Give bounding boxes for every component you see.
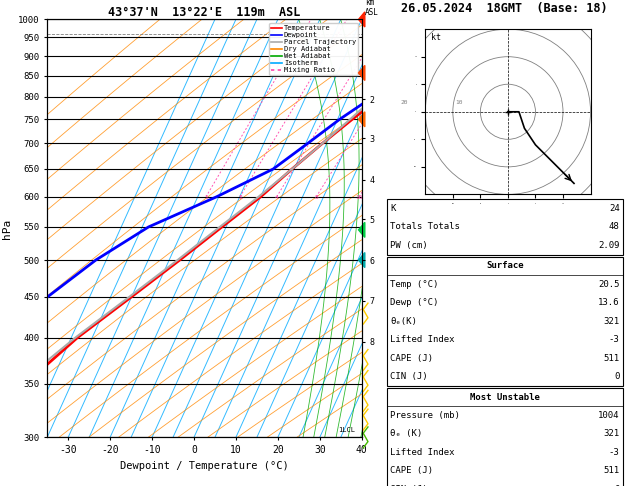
Text: Lifted Index: Lifted Index	[390, 335, 455, 344]
Text: Totals Totals: Totals Totals	[390, 223, 460, 231]
Text: 1004: 1004	[598, 411, 620, 420]
Text: Surface: Surface	[486, 261, 523, 270]
Text: 24: 24	[609, 204, 620, 213]
Text: -3: -3	[609, 335, 620, 344]
Text: Temp (°C): Temp (°C)	[390, 280, 438, 289]
Polygon shape	[359, 112, 365, 127]
Text: 48: 48	[609, 223, 620, 231]
Text: 2: 2	[238, 195, 242, 200]
Polygon shape	[359, 222, 365, 237]
Polygon shape	[359, 253, 365, 268]
Polygon shape	[359, 12, 365, 27]
Legend: Temperature, Dewpoint, Parcel Trajectory, Dry Adiabat, Wet Adiabat, Isotherm, Mi: Temperature, Dewpoint, Parcel Trajectory…	[269, 23, 358, 75]
X-axis label: Dewpoint / Temperature (°C): Dewpoint / Temperature (°C)	[120, 461, 289, 470]
Text: Lifted Index: Lifted Index	[390, 448, 455, 457]
Text: θₑ(K): θₑ(K)	[390, 317, 417, 326]
Text: 4: 4	[275, 195, 279, 200]
Text: -3: -3	[609, 448, 620, 457]
Y-axis label: hPa: hPa	[3, 218, 13, 239]
Text: km
ASL: km ASL	[365, 0, 379, 17]
Text: 16: 16	[355, 195, 363, 200]
Title: 43°37'N  13°22'E  119m  ASL: 43°37'N 13°22'E 119m ASL	[108, 6, 301, 19]
Text: 26.05.2024  18GMT  (Base: 18): 26.05.2024 18GMT (Base: 18)	[401, 1, 608, 15]
Text: 321: 321	[603, 430, 620, 438]
Text: 20.5: 20.5	[598, 280, 620, 289]
Polygon shape	[359, 66, 365, 81]
Text: kt: kt	[431, 33, 441, 42]
Text: 13.6: 13.6	[598, 298, 620, 307]
Text: 0: 0	[614, 485, 620, 486]
Text: PW (cm): PW (cm)	[390, 241, 428, 250]
Text: CAPE (J): CAPE (J)	[390, 467, 433, 475]
Text: CIN (J): CIN (J)	[390, 485, 428, 486]
Text: 8: 8	[314, 195, 318, 200]
Text: 511: 511	[603, 354, 620, 363]
Text: 20: 20	[401, 100, 408, 104]
Text: Pressure (mb): Pressure (mb)	[390, 411, 460, 420]
Text: θₑ (K): θₑ (K)	[390, 430, 422, 438]
Text: K: K	[390, 204, 396, 213]
Text: 321: 321	[603, 317, 620, 326]
Text: CAPE (J): CAPE (J)	[390, 354, 433, 363]
Text: 511: 511	[603, 467, 620, 475]
Text: Most Unstable: Most Unstable	[470, 393, 540, 401]
Text: 1: 1	[204, 195, 208, 200]
Text: 10: 10	[455, 100, 463, 104]
Text: 2.09: 2.09	[598, 241, 620, 250]
Text: 1LCL: 1LCL	[338, 427, 355, 434]
Text: Dewp (°C): Dewp (°C)	[390, 298, 438, 307]
Text: 0: 0	[614, 372, 620, 381]
Text: CIN (J): CIN (J)	[390, 372, 428, 381]
